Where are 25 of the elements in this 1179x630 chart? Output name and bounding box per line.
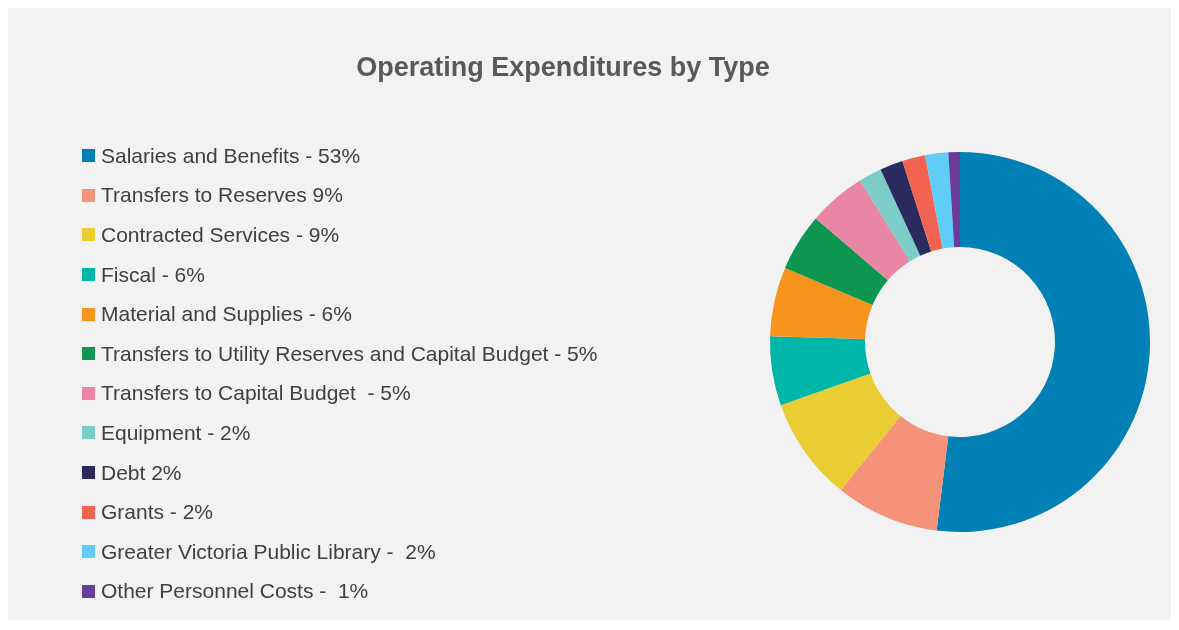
legend-label: Other Personnel Costs - 1%: [101, 579, 369, 604]
donut-slice: [815, 180, 910, 281]
donut-slice: [902, 155, 943, 252]
donut-slice: [936, 152, 1150, 532]
chart-title: Operating Expenditures by Type: [355, 52, 771, 83]
donut-slice: [840, 416, 949, 531]
donut-slice: [780, 373, 901, 491]
donut-slice: [785, 218, 888, 305]
legend-label: Transfers to Capital Budget - 5%: [101, 381, 411, 406]
legend-label: Salaries and Benefits - 53%: [101, 143, 361, 168]
legend-label: Greater Victoria Public Library - 2%: [101, 539, 436, 564]
legend-label: Transfers to Reserves 9%: [101, 183, 343, 208]
legend-label: Fiscal - 6%: [101, 262, 205, 287]
legend-label: Contracted Services - 9%: [101, 222, 340, 247]
donut-slice: [880, 160, 932, 256]
legend-label: Transfers to Utility Reserves and Capital Budget - 5%: [101, 341, 598, 366]
legend-label: Grants - 2%: [101, 500, 214, 525]
legend-label: Equipment - 2%: [101, 420, 251, 445]
donut-slice: [770, 336, 871, 406]
legend-label: Debt 2%: [101, 460, 182, 485]
donut-slice: [770, 267, 873, 340]
donut-slice: [925, 152, 955, 249]
donut-slice: [948, 152, 960, 248]
donut-slice: [859, 169, 921, 262]
legend-label: Material and Supplies - 6%: [101, 302, 352, 327]
